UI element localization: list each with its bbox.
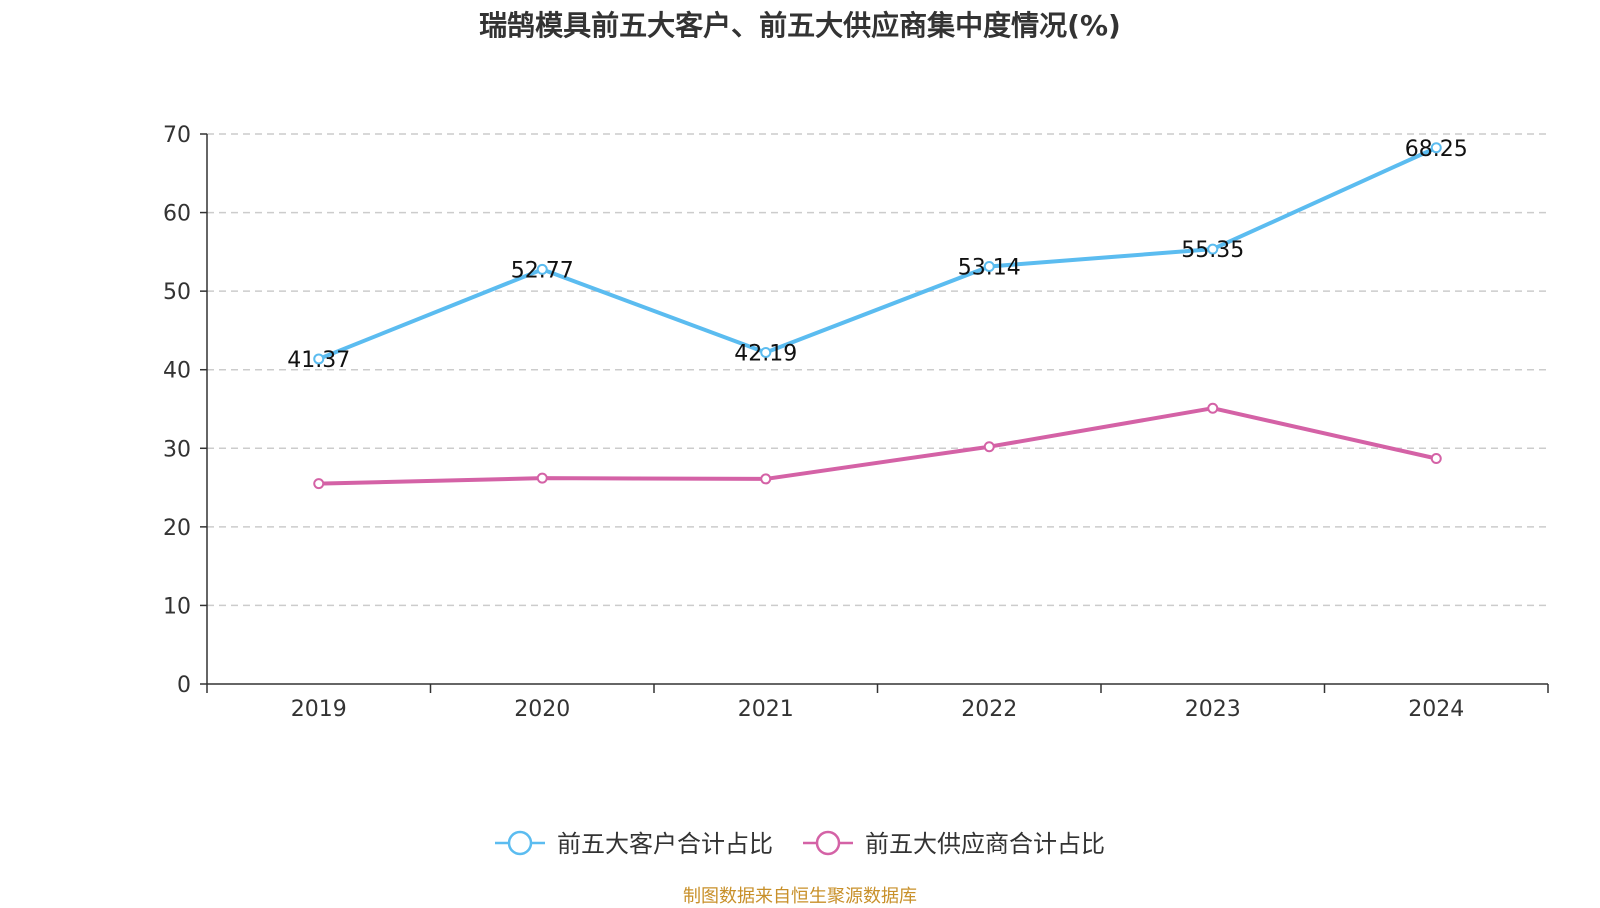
series-1-point xyxy=(313,353,325,365)
series-2-point xyxy=(983,441,995,453)
y-tick-label: 40 xyxy=(163,359,191,384)
legend-marker-2 xyxy=(815,830,841,856)
x-tick-label: 2024 xyxy=(1408,697,1464,722)
series-1-point xyxy=(536,263,548,275)
grid-lines xyxy=(207,133,1548,607)
x-tick-label: 2023 xyxy=(1185,697,1241,722)
data-label: 55.35 xyxy=(1181,238,1244,263)
series-2-point xyxy=(313,478,325,490)
data-label: 52.77 xyxy=(511,258,574,283)
legend-label-1: 前五大客户合计占比 xyxy=(557,830,773,858)
series-1-point xyxy=(1207,243,1219,255)
x-tick-label: 2019 xyxy=(291,697,347,722)
y-tick-label: 60 xyxy=(163,202,191,227)
x-tick-label: 2020 xyxy=(514,697,570,722)
y-tick-label: 30 xyxy=(163,437,191,462)
legend-label-2: 前五大供应商合计占比 xyxy=(865,830,1105,858)
series-2-point xyxy=(760,473,772,485)
data-label: 42.19 xyxy=(734,342,797,367)
y-tick-label: 10 xyxy=(163,594,191,619)
series-2-point xyxy=(1207,402,1219,414)
legend: 前五大客户合计占比 前五大供应商合计占比 xyxy=(495,830,1105,858)
series-1-point xyxy=(983,260,995,272)
data-label: 41.37 xyxy=(287,348,350,373)
axes: 0 10 20 30 40 50 60 70 2019 2020 2021 2022 2023 2024 xyxy=(163,123,1549,722)
series-1-point xyxy=(1430,142,1442,154)
y-tick-label: 70 xyxy=(163,123,191,148)
data-labels: 41.37 52.77 42.19 53.14 55.35 68.25 xyxy=(287,137,1467,373)
series-1-point xyxy=(760,347,772,359)
series-layer xyxy=(313,142,1442,490)
series-2-point xyxy=(1430,453,1442,464)
data-source-note: 制图数据来自恒生聚源数据库 xyxy=(683,886,917,907)
chart-title: 瑞鹄模具前五大客户、前五大供应商集中度情况(%) xyxy=(479,9,1121,42)
data-label: 53.14 xyxy=(958,255,1021,280)
series-line-2 xyxy=(318,406,1437,486)
series-2-point xyxy=(536,472,548,484)
y-tick-label: 50 xyxy=(163,280,191,305)
legend-marker-1 xyxy=(507,830,533,856)
data-label: 68.25 xyxy=(1405,137,1468,162)
x-tick-label: 2022 xyxy=(961,697,1017,722)
x-tick-label: 2021 xyxy=(738,697,794,722)
y-tick-label: 20 xyxy=(163,516,191,541)
series-line-1 xyxy=(318,145,1438,361)
y-tick-label: 0 xyxy=(177,673,191,698)
